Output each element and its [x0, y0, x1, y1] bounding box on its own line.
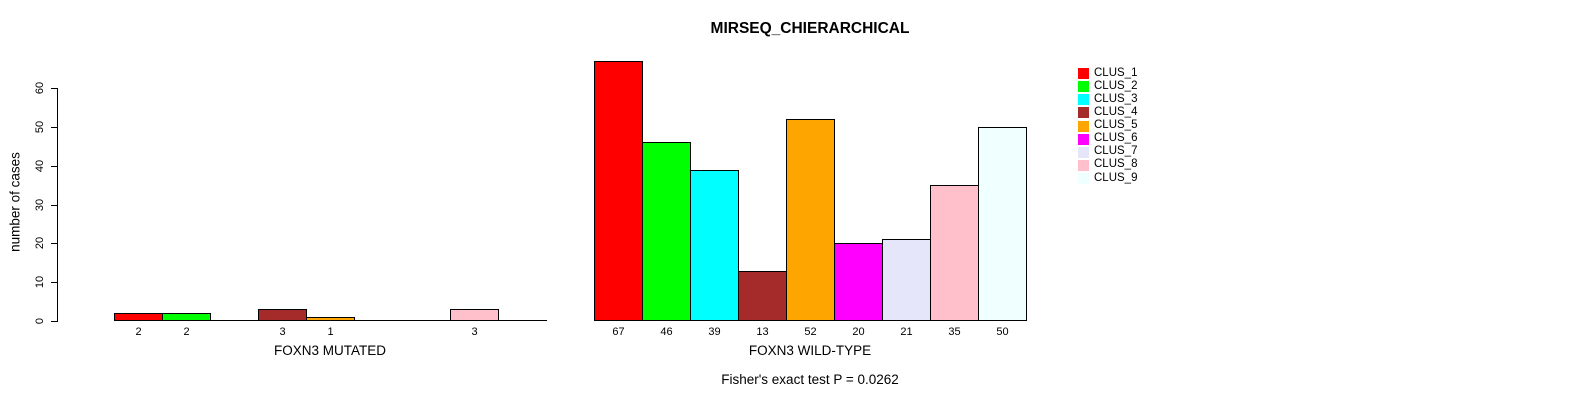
zero-height-bar	[210, 320, 259, 321]
y-tick-label: 60	[34, 81, 46, 95]
y-tick-label: 30	[34, 198, 46, 212]
bar	[882, 239, 931, 321]
legend-swatch	[1078, 133, 1089, 145]
legend-swatch	[1078, 120, 1089, 132]
bar-value-label: 50	[996, 326, 1009, 338]
bar-value-label: 2	[135, 326, 142, 338]
legend-label: CLUS_2	[1094, 79, 1138, 92]
legend-label: CLUS_4	[1094, 105, 1138, 118]
chart-title: MIRSEQ_CHIERARCHICAL	[710, 20, 910, 37]
y-axis-line	[57, 88, 58, 322]
legend-swatch	[1078, 94, 1089, 106]
bar-value-label: 52	[804, 326, 817, 338]
bar	[978, 127, 1027, 321]
bar-value-label: 46	[660, 326, 673, 338]
y-tick	[51, 321, 57, 322]
legend-label: CLUS_3	[1094, 92, 1138, 105]
y-tick	[51, 88, 57, 89]
bar	[786, 119, 835, 321]
legend-label: CLUS_9	[1094, 171, 1138, 184]
bar-value-label: 3	[471, 326, 478, 338]
bar	[930, 185, 979, 321]
y-tick	[51, 205, 57, 206]
legend-label: CLUS_5	[1094, 119, 1138, 131]
y-tick-label: 20	[34, 236, 46, 250]
bar	[738, 271, 787, 321]
legend-swatch	[1078, 159, 1089, 171]
bar-value-label: 13	[756, 326, 769, 338]
y-tick-label: 40	[34, 159, 46, 173]
bar	[306, 317, 355, 321]
legend-label: CLUS_8	[1094, 158, 1138, 171]
zero-height-bar	[498, 320, 547, 321]
bar	[834, 243, 883, 321]
fisher-test-note: Fisher's exact test P = 0.0262	[721, 372, 899, 387]
y-tick	[51, 166, 57, 167]
legend-swatch	[1078, 173, 1089, 184]
bar-value-label: 21	[900, 326, 913, 338]
y-tick-label: 0	[34, 317, 46, 325]
bar	[594, 61, 643, 321]
bar	[690, 170, 739, 321]
bar-value-label: 1	[327, 326, 334, 338]
legend-swatch	[1078, 146, 1089, 158]
bar-value-label: 2	[183, 326, 190, 338]
bar	[162, 313, 211, 321]
bar	[114, 313, 163, 321]
bar-value-label: 35	[948, 326, 961, 338]
bar-value-label: 67	[612, 326, 625, 338]
legend-label: CLUS_6	[1094, 132, 1138, 145]
bar	[642, 142, 691, 321]
bar	[450, 309, 499, 321]
legend-label: CLUS_1	[1094, 66, 1138, 79]
legend-swatch	[1078, 68, 1089, 79]
y-axis-label: number of cases	[7, 152, 23, 252]
y-tick	[51, 243, 57, 244]
x-axis-label-mutated: FOXN3 MUTATED	[273, 343, 387, 358]
bar	[258, 309, 307, 321]
y-tick-label: 50	[34, 120, 46, 134]
bar-value-label: 20	[852, 326, 865, 338]
bar-value-label: 39	[708, 326, 721, 338]
zero-height-bar	[354, 320, 403, 321]
zero-height-bar	[402, 320, 451, 321]
bar-value-label: 3	[279, 326, 286, 338]
y-tick	[51, 282, 57, 283]
legend-swatch	[1078, 81, 1089, 93]
y-tick-label: 10	[34, 275, 46, 289]
y-tick	[51, 127, 57, 128]
legend-label: CLUS_7	[1094, 145, 1138, 158]
legend-swatch	[1078, 107, 1089, 119]
x-axis-label-wildtype: FOXN3 WILD-TYPE	[748, 343, 872, 358]
